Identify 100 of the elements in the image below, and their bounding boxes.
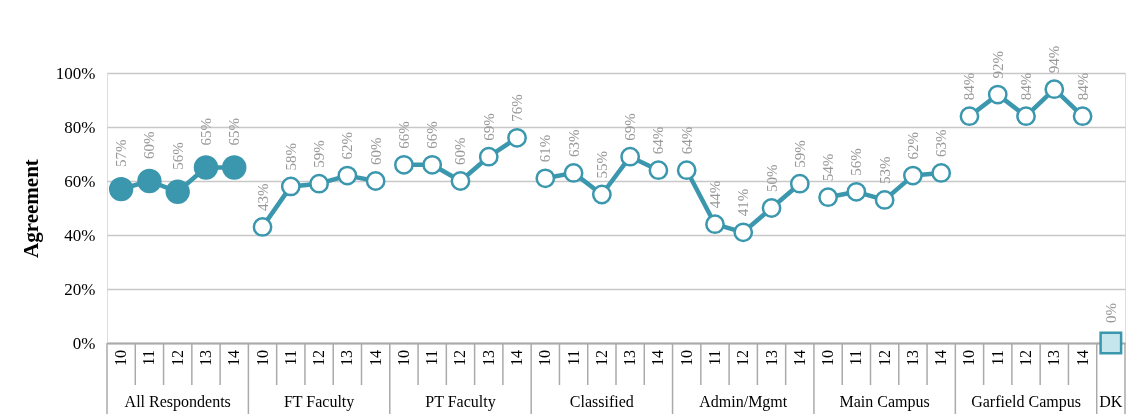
data-label: 76% — [509, 94, 526, 122]
x-tick-label: 11 — [281, 350, 299, 366]
data-label: 94% — [1046, 45, 1063, 74]
point — [193, 155, 219, 180]
x-tick-label: 11 — [847, 350, 865, 366]
x-tick-label: 12 — [734, 350, 752, 366]
x-tick-label: 12 — [592, 350, 610, 366]
text: DK — [1099, 393, 1123, 410]
data-label: 56% — [848, 148, 865, 176]
x-tick-label: 11 — [705, 350, 723, 366]
data-label: 66% — [395, 121, 412, 149]
x-tick-label: 14 — [225, 350, 243, 366]
x-tick-label: 14 — [649, 350, 667, 366]
data-label: 65% — [197, 118, 214, 146]
point — [507, 127, 527, 148]
data-label: 84% — [961, 72, 978, 101]
point — [394, 154, 414, 175]
data-label: 64% — [650, 126, 667, 155]
point — [478, 146, 499, 167]
x-tick-label: 13 — [479, 350, 497, 366]
x-tick-label: 10 — [960, 350, 978, 366]
point — [450, 171, 471, 191]
text: FT Faculty — [283, 393, 355, 411]
point — [252, 217, 273, 237]
point — [422, 154, 443, 175]
data-label: 59% — [791, 140, 808, 168]
point — [280, 176, 301, 197]
text: All Respondents — [124, 393, 231, 411]
x-tick-label: 12 — [168, 350, 186, 366]
y-tick-label: 0% — [72, 333, 96, 353]
data-label: 54% — [820, 153, 837, 182]
data-label: 44% — [706, 180, 723, 209]
data-label: 43% — [254, 183, 271, 211]
point — [1016, 106, 1036, 127]
point — [108, 176, 134, 202]
point — [959, 106, 980, 127]
text: Admin/Mgmt — [699, 393, 788, 411]
x-tick-label: 13 — [903, 350, 921, 366]
y-tick-label: 40% — [64, 225, 96, 245]
y-tick-label: 60% — [64, 171, 96, 191]
y-axis-title: Agreement — [18, 159, 43, 258]
data-label: 69% — [622, 113, 639, 141]
point — [137, 168, 162, 194]
x-tick-label: 12 — [875, 350, 893, 366]
data-label: 66% — [424, 121, 441, 149]
x-tick-label: 10 — [112, 350, 130, 366]
point — [987, 84, 1008, 105]
data-label: 63% — [933, 129, 950, 157]
data-label: 64% — [678, 126, 695, 155]
text: Classified — [569, 393, 634, 410]
y-tick-label: 80% — [64, 117, 96, 137]
x-tick-label: 13 — [196, 350, 214, 366]
data-label: 53% — [876, 156, 893, 184]
x-tick-label: 11 — [423, 350, 441, 366]
x-tick-label: 14 — [366, 350, 384, 366]
data-label: 60% — [367, 137, 384, 165]
y-tick-label: 100% — [55, 63, 96, 83]
point — [676, 160, 697, 181]
point — [761, 198, 782, 218]
point — [1072, 106, 1093, 127]
data-label: 59% — [311, 140, 328, 168]
point — [1099, 331, 1123, 355]
data-label: 69% — [480, 113, 497, 141]
text: Garfield Campus — [971, 393, 1081, 411]
point — [365, 171, 386, 191]
data-label: 63% — [565, 129, 582, 157]
point — [846, 181, 867, 202]
point — [591, 184, 612, 205]
x-tick-label: 14 — [790, 350, 808, 366]
data-label: 57% — [113, 139, 130, 168]
data-label: 62% — [904, 132, 921, 160]
x-tick-label: 11 — [140, 350, 158, 366]
data-label: 61% — [537, 134, 554, 163]
x-tick-label: 10 — [677, 350, 695, 366]
point — [309, 173, 329, 194]
data-label: 60% — [452, 137, 469, 165]
point — [705, 214, 725, 235]
data-label: 50% — [763, 164, 780, 192]
x-tick-label: 11 — [564, 350, 582, 366]
text: Main Campus — [839, 393, 930, 411]
y-tick-label: 20% — [64, 279, 96, 299]
point — [563, 163, 584, 183]
data-label: 56% — [169, 142, 186, 170]
point — [648, 160, 669, 181]
point — [165, 179, 190, 204]
data-label: 62% — [339, 132, 356, 160]
x-tick-label: 12 — [310, 350, 328, 366]
x-tick-label: 13 — [338, 350, 356, 366]
point — [337, 165, 358, 186]
x-tick-label: 13 — [1045, 350, 1063, 366]
x-tick-label: 10 — [536, 350, 554, 366]
x-tick-label: 13 — [621, 350, 639, 366]
data-label: 55% — [593, 151, 610, 179]
x-tick-label: 10 — [394, 350, 412, 366]
x-tick-label: 11 — [988, 350, 1006, 366]
x-tick-label: 10 — [819, 350, 837, 366]
x-tick-label: 10 — [253, 350, 271, 366]
point — [903, 165, 923, 186]
text: PT Faculty — [425, 393, 496, 411]
x-tick-label: 12 — [451, 350, 469, 366]
